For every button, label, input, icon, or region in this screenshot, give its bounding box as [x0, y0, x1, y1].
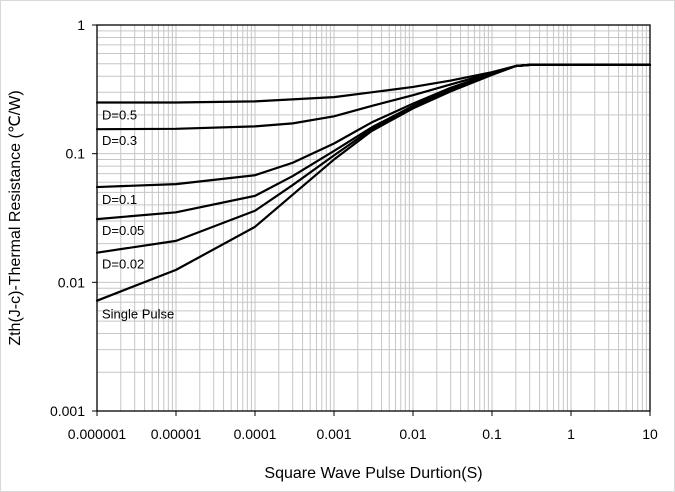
x-tick-label: 0.00001	[151, 426, 202, 442]
y-tick-label: 0.1	[66, 146, 86, 162]
grid	[96, 25, 650, 412]
curve-label: D=0.5	[102, 107, 137, 122]
plot-area-border	[96, 24, 651, 412]
y-tick-labels: 0.001 0.01 0.1 1	[50, 17, 97, 419]
x-tick-label: 0.01	[399, 426, 426, 442]
x-axis-label: Square Wave Pulse Durtion(S)	[264, 465, 482, 482]
curve-labels: D=0.5 D=0.3 D=0.1 D=0.05 D=0.02 Single Pulse	[102, 107, 174, 321]
curve-label: Single Pulse	[102, 307, 174, 322]
curve-single-pulse	[95, 63, 652, 302]
curves	[95, 63, 652, 302]
y-tick-label: 0.01	[58, 274, 85, 290]
x-tick-labels: 0.000001 0.00001 0.0001 0.001 0.01 0.1 1 10	[68, 411, 658, 442]
x-tick-label: 0.001	[316, 426, 351, 442]
y-tick-label: 0.001	[50, 403, 85, 419]
x-tick-label: 10	[642, 426, 658, 442]
curve-label: D=0.05	[102, 223, 144, 238]
x-tick-label: 1	[567, 426, 575, 442]
y-axis-label: Zth(J-c)-Thermal Resistance (℃/W)	[7, 90, 24, 345]
curve-label: D=0.1	[102, 192, 137, 207]
curve-label: D=0.02	[102, 257, 144, 272]
x-tick-label: 0.0001	[234, 426, 277, 442]
x-tick-label: 0.000001	[68, 426, 127, 442]
y-tick-label: 1	[77, 17, 85, 33]
curve-label: D=0.3	[102, 133, 137, 148]
x-tick-label: 0.1	[482, 426, 502, 442]
